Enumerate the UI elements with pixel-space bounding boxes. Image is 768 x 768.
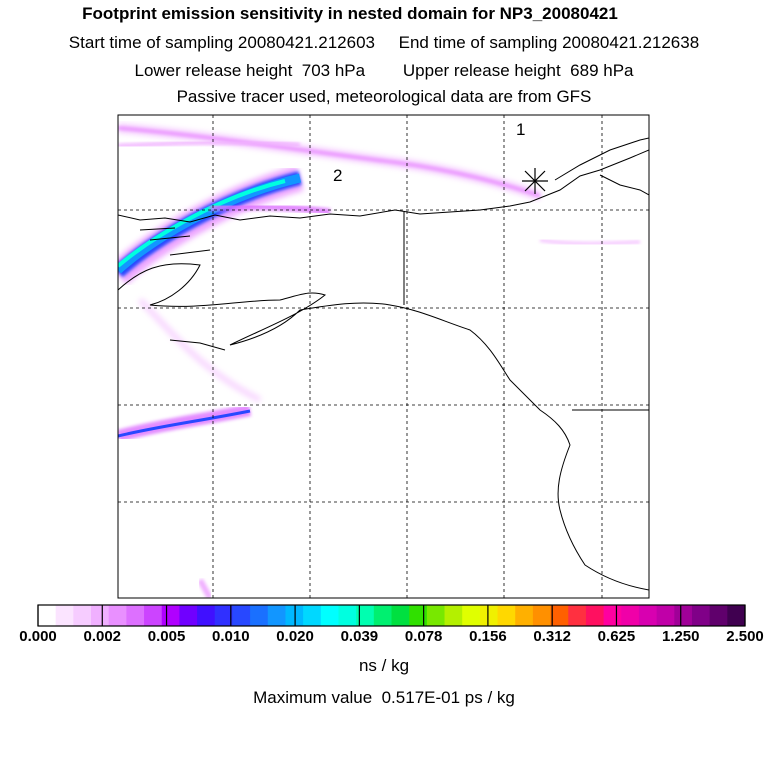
colorbar-segment [320,605,339,626]
colorbar-segment [479,605,499,626]
colorbar-segment [179,605,198,626]
colorbar-segment [38,605,57,626]
colorbar-segment [462,605,481,626]
colorbar-segment [568,605,587,626]
maximum-value-text: Maximum value 0.517E-01 ps / kg [253,688,515,707]
colorbar-segment [108,605,127,626]
colorbar-segment [691,605,711,626]
colorbar-segment [444,605,463,626]
point-label-2: 2 [333,166,343,185]
colorbar-segment [603,605,622,626]
colorbar-segment [55,605,74,626]
colorbar-segment [585,605,605,626]
colorbar-tick-label: 0.010 [212,628,250,645]
colorbar-tick-label: 0.005 [147,628,186,645]
colorbar-segment [515,605,534,626]
sampling-time-line: Start time of sampling 20080421.212603 E… [68,33,700,52]
colorbar [37,605,746,626]
colorbar-tick-label: 2.500 [726,628,764,645]
colorbar-segment [373,605,392,626]
colorbar-tick-label: 0.039 [340,628,379,645]
colorbar-segment [621,605,640,626]
colorbar-segment [656,605,675,626]
colorbar-segment [674,605,693,626]
colorbar-frame [37,604,746,627]
colorbar-segment [267,605,286,626]
colorbar-tick-label: 0.625 [597,628,636,645]
colorbar-segment [709,605,728,626]
colorbar-segment [727,605,746,626]
colorbar-tick-label: 0.078 [404,628,443,645]
colorbar-segment [144,605,163,626]
tracer-info-line: Passive tracer used, meteorological data… [176,87,592,106]
colorbar-segment [391,605,410,626]
colorbar-segment [532,605,552,626]
map-area [118,115,649,598]
colorbar-tick-label: 0.000 [19,628,57,645]
colorbar-segment [338,605,357,626]
point-label-1: 1 [516,120,526,139]
colorbar-segment [250,605,269,626]
colorbar-tick-label: 0.002 [83,628,122,645]
sensitivity-plumes [118,123,641,598]
colorbar-segment [161,605,180,626]
colorbar-tick-label: 1.250 [661,628,700,645]
colorbar-segment [91,605,110,626]
colorbar-segment [214,605,233,626]
colorbar-segment [126,605,145,626]
graticule [118,115,649,598]
colorbar-segment [550,605,569,626]
release-point-marker [522,168,548,194]
figure-title: Footprint emission sensitivity in nested… [82,4,618,23]
colorbar-tick-label: 0.156 [469,628,507,645]
colorbar-segment [232,605,251,626]
colorbar-segment [197,605,216,626]
colorbar-segment [409,605,428,626]
colorbar-segment [303,605,322,626]
colorbar-tick-label: 0.020 [276,628,314,645]
colorbar-segment [638,605,658,626]
colorbar-segment [356,605,375,626]
release-height-line: Lower release height 703 hPa Upper relea… [134,61,634,80]
colorbar-tick-label: 0.312 [533,628,571,645]
colorbar-units: ns / kg [358,656,410,675]
map-frame [117,114,650,599]
colorbar-segment [497,605,516,626]
colorbar-segment [426,605,446,626]
colorbar-segment [73,605,92,626]
